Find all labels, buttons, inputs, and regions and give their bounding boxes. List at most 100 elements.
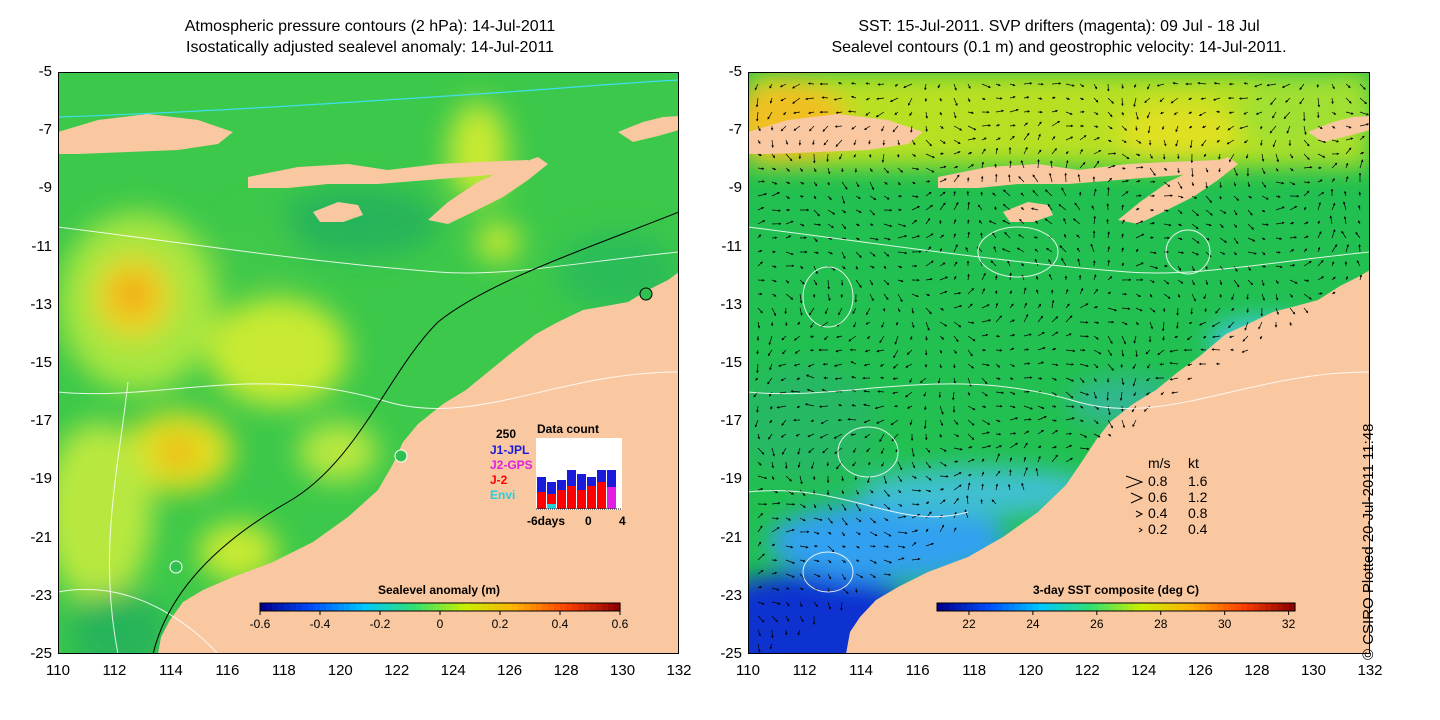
velocity-arrow — [1275, 293, 1279, 301]
velocity-arrow — [1169, 361, 1179, 365]
velocity-arrow — [1135, 180, 1141, 183]
velocity-arrow — [785, 279, 790, 284]
velocity-arrow — [911, 235, 921, 239]
velocity-arrow — [1289, 279, 1298, 284]
x-tick-label: 116 — [215, 662, 240, 679]
velocity-arrow — [799, 167, 803, 172]
colorbar-tick-label: -0.2 — [370, 617, 391, 631]
velocity-arrow — [835, 111, 843, 114]
velocity-arrow — [779, 83, 787, 88]
velocity-arrow — [785, 545, 794, 549]
velocity-arrow — [865, 97, 871, 101]
velocity-arrow — [757, 447, 765, 455]
colorbar-swatch — [1050, 603, 1057, 611]
velocity-arrow — [967, 201, 970, 211]
colorbar-swatch — [314, 603, 321, 611]
velocity-arrow — [810, 321, 815, 328]
velocity-arrow — [1254, 83, 1263, 88]
velocity-arrow — [1177, 265, 1182, 271]
colorbar-tick-label: 0.6 — [612, 617, 629, 631]
velocity-arrow — [785, 153, 793, 162]
velocity-arrow — [1286, 125, 1291, 134]
velocity-arrow — [1205, 209, 1213, 216]
velocity-arrow — [1258, 321, 1263, 330]
velocity-arrow — [757, 461, 762, 466]
velocity-arrow — [953, 233, 956, 239]
velocity-arrow — [1270, 97, 1277, 106]
velocity-arrow — [1247, 279, 1254, 286]
map-frame — [748, 72, 1370, 654]
velocity-arrow — [1009, 334, 1016, 337]
velocity-arrow — [771, 236, 778, 239]
velocity-arrow — [771, 181, 778, 185]
velocity-arrow — [964, 509, 969, 519]
y-tick-label: -19 — [720, 470, 742, 488]
velocity-arrow — [1359, 97, 1368, 105]
colorbar-swatch — [572, 603, 579, 611]
tide-gauge-marker[interactable] — [394, 449, 408, 463]
velocity-arrow — [1009, 405, 1016, 409]
colorbar-swatch — [362, 603, 369, 611]
colorbar-swatch — [1038, 603, 1045, 611]
velocity-arrow — [1077, 258, 1081, 267]
velocity-arrow — [813, 265, 818, 275]
velocity-arrow — [967, 391, 971, 396]
velocity-arrow — [925, 335, 928, 341]
right-title-line2: Sealevel contours (0.1 m) and geostrophi… — [831, 39, 1287, 56]
velocity-arrow — [841, 559, 847, 563]
velocity-arrow — [876, 97, 885, 100]
colorbar-swatch — [1062, 603, 1069, 611]
velocity-row-3-ms: 0.4 — [1148, 505, 1168, 521]
y-tick-label: -23 — [720, 586, 742, 604]
velocity-arrow — [1018, 234, 1025, 239]
velocity-arrow — [799, 236, 807, 240]
velocity-arrow — [1065, 97, 1071, 100]
velocity-arrow — [869, 559, 877, 564]
velocity-arrow — [1243, 111, 1249, 115]
velocity-arrow — [1093, 274, 1097, 281]
velocity-arrow — [925, 153, 935, 159]
velocity-arrow — [1356, 260, 1361, 267]
velocity-arrow — [1228, 111, 1235, 114]
velocity-arrow — [967, 419, 975, 426]
velocity-arrow — [981, 333, 989, 337]
velocity-arrow — [967, 231, 970, 239]
velocity-arrow — [771, 461, 775, 469]
velocity-arrow — [1200, 348, 1207, 351]
velocity-arrow — [866, 307, 871, 316]
velocity-legend-arrows — [1125, 475, 1144, 533]
velocity-arrow — [1134, 83, 1137, 88]
velocity-arrow — [967, 97, 971, 103]
velocity-arrow — [813, 153, 816, 164]
velocity-arrow — [795, 433, 801, 437]
tide-gauge-marker[interactable] — [639, 287, 653, 301]
velocity-arrow — [1121, 97, 1124, 107]
velocity-arrow — [1051, 348, 1057, 351]
velocity-arrow — [1135, 233, 1145, 239]
velocity-arrow — [1177, 181, 1183, 190]
velocity-arrow — [827, 503, 832, 511]
velocity-arrow — [848, 335, 857, 342]
data-count-legend: 250 Data count J1-JPL J2-GPS J-2 Envi -6… — [490, 422, 626, 528]
velocity-arrow — [1204, 307, 1207, 313]
velocity-arrow — [1275, 307, 1279, 315]
velocity-arrow — [939, 363, 942, 369]
tide-gauge-marker[interactable] — [169, 560, 183, 574]
velocity-arrow — [1050, 289, 1054, 295]
velocity-arrow — [925, 542, 935, 547]
velocity-arrow — [981, 161, 985, 169]
velocity-arrow — [855, 489, 859, 495]
velocity-arrow — [1048, 273, 1053, 281]
velocity-arrow — [897, 545, 906, 549]
velocity-arrow — [791, 83, 801, 89]
velocity-arrow — [1004, 231, 1011, 239]
colorbar-swatch — [290, 603, 297, 611]
velocity-arrow — [1065, 111, 1073, 115]
velocity-arrow — [1233, 237, 1239, 245]
velocity-arrow — [785, 475, 792, 482]
velocity-arrow — [1023, 418, 1032, 421]
velocity-arrow — [1191, 181, 1194, 187]
velocity-arrow — [1020, 192, 1025, 197]
velocity-arrow — [1077, 173, 1081, 183]
velocity-arrow — [1317, 179, 1323, 183]
